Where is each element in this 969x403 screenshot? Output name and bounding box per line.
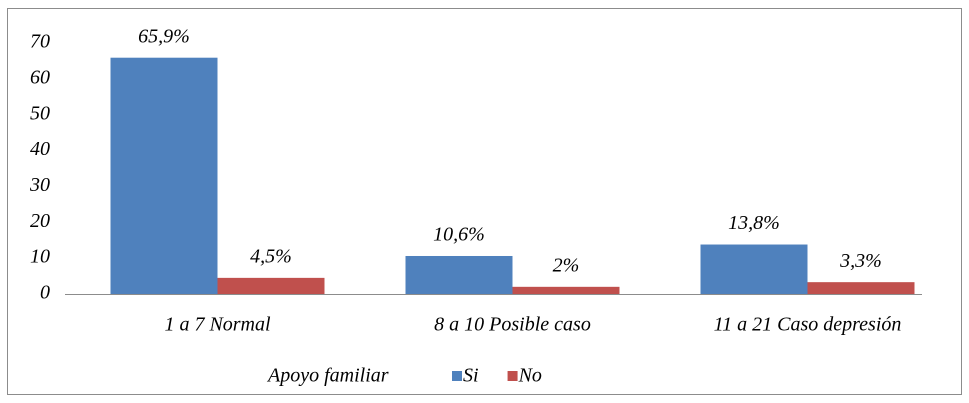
bar [217,277,325,294]
bar [807,282,915,294]
x-tick-label: 11 a 21 Caso depresión [714,314,902,336]
legend-swatch [452,371,462,381]
legend-label: Si [463,365,479,387]
value-label: 3,3% [839,250,882,272]
y-tick-label: 30 [29,174,50,196]
bar [700,244,808,294]
y-tick-label: 40 [30,138,50,160]
y-tick-label: 60 [30,66,50,88]
legend-title: Apoyo familiar [266,365,389,387]
bar [110,57,218,294]
value-label: 4,5% [250,245,292,267]
bar [512,286,620,294]
value-label: 65,9% [138,25,190,47]
legend-swatch [507,371,518,381]
legend-label: No [518,365,542,387]
y-tick-label: 0 [40,282,50,304]
value-label: 2% [553,254,580,276]
value-label: 10,6% [433,224,485,246]
y-tick-label: 20 [30,210,50,232]
x-tick-label: 1 a 7 Normal [164,314,271,336]
y-tick-label: 10 [30,246,50,268]
y-tick-label: 50 [30,102,50,124]
bar [405,255,513,294]
y-tick-label: 70 [30,31,50,53]
x-tick-label: 8 a 10 Posible caso [434,314,591,336]
value-label: 13,8% [728,212,780,234]
